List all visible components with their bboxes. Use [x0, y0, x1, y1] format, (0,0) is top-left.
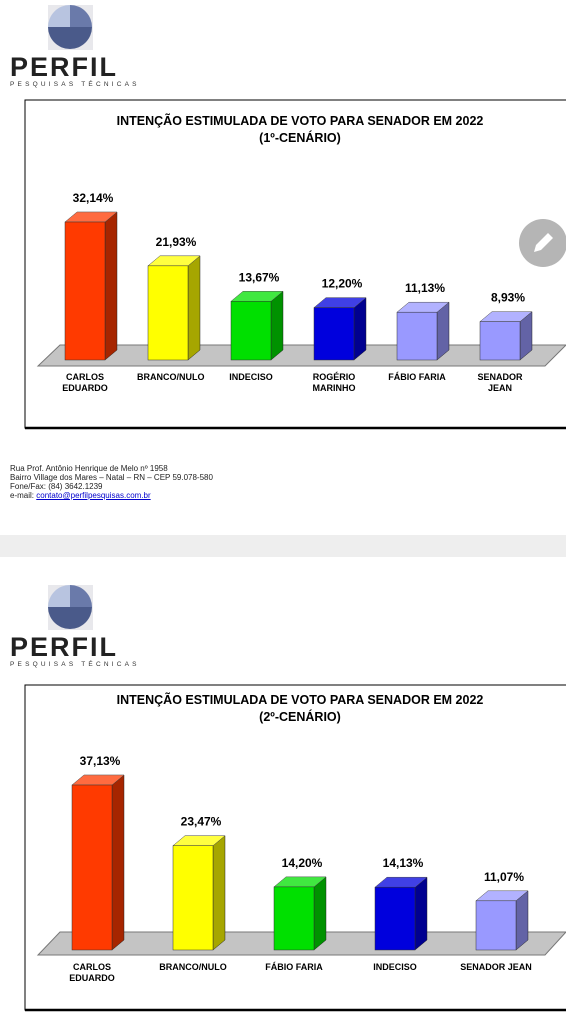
- x-tick-label: CARLOS EDUARDO: [62, 372, 108, 393]
- bar-side-shade: [314, 876, 326, 950]
- email-link[interactable]: contato@perfilpesquisas.com.br: [36, 491, 151, 500]
- bar: [71, 784, 113, 951]
- bar-top-shade: [173, 835, 225, 846]
- chart-title: INTENÇÃO ESTIMULADA DE VOTO PARA SENADOR…: [117, 692, 484, 707]
- x-tick-label: CARLOS EDUARDO: [69, 962, 115, 983]
- bar: [64, 221, 106, 361]
- chart-title: INTENÇÃO ESTIMULADA DE VOTO PARA SENADOR…: [117, 113, 484, 128]
- bar-side-shade: [271, 291, 283, 360]
- bar-top-shade: [65, 212, 117, 222]
- value-label: 21,93%: [156, 235, 197, 249]
- x-tick-label: BRANCO/NULO: [159, 962, 227, 972]
- bar: [374, 886, 416, 951]
- value-label: 14,13%: [383, 856, 424, 870]
- value-label: 23,47%: [181, 815, 222, 829]
- address: Rua Prof. Antônio Henrique de Melo nº 19…: [10, 464, 213, 500]
- x-tick-label: INDECISO: [229, 372, 273, 382]
- bar-side-shade: [415, 877, 427, 950]
- bar-top-shade: [375, 877, 427, 888]
- chart-subtitle: (2º-CENÁRIO): [259, 709, 341, 724]
- bar: [475, 900, 517, 951]
- bar-top-shade: [314, 297, 366, 308]
- bar: [147, 265, 189, 361]
- value-label: 14,20%: [282, 856, 323, 870]
- bar-top-shade: [274, 876, 326, 887]
- bar: [479, 321, 521, 361]
- value-label: 32,14%: [73, 191, 114, 205]
- x-tick-label: SENADOR JEAN: [477, 372, 523, 393]
- logo-tagline: PESQUISAS TÉCNICAS: [10, 659, 140, 668]
- value-label: 12,20%: [322, 277, 363, 291]
- address-line: Rua Prof. Antônio Henrique de Melo nº 19…: [10, 464, 168, 473]
- x-tick-label: BRANCO/NULO: [137, 372, 205, 382]
- edit-button[interactable]: [519, 219, 566, 267]
- x-tick-label: ROGÉRIO MARINHO: [312, 372, 356, 393]
- bar-side-shade: [213, 835, 225, 950]
- value-label: 11,07%: [484, 870, 524, 884]
- bar-side-shade: [437, 302, 449, 360]
- bar-top-shade: [231, 291, 283, 302]
- logo: [48, 5, 93, 50]
- bar-top-shade: [480, 311, 532, 322]
- bar: [313, 307, 355, 361]
- value-label: 11,13%: [405, 281, 445, 295]
- x-tick-label: FÁBIO FARIA: [388, 372, 446, 382]
- x-tick-label: INDECISO: [373, 962, 417, 972]
- x-tick-label: SENADOR JEAN: [460, 962, 532, 972]
- bar-side-shade: [105, 212, 117, 360]
- page-separator: [0, 535, 566, 557]
- bar-side-shade: [516, 890, 528, 950]
- bar-top-shade: [476, 890, 528, 901]
- chart-subtitle: (1º-CENÁRIO): [259, 130, 341, 145]
- value-label: 13,67%: [239, 270, 280, 284]
- x-tick-label: FÁBIO FARIA: [265, 962, 323, 972]
- value-label: 37,13%: [80, 754, 121, 768]
- bar-side-shade: [188, 255, 200, 360]
- bar: [396, 311, 438, 361]
- bar-side-shade: [354, 297, 366, 360]
- logo-tagline: PESQUISAS TÉCNICAS: [10, 79, 140, 88]
- bar-top-shade: [148, 255, 200, 266]
- email-line: e-mail: contato@perfilpesquisas.com.br: [10, 491, 213, 500]
- logo: [48, 585, 93, 630]
- bar-side-shade: [520, 311, 532, 360]
- logo-name: PERFIL: [10, 52, 118, 82]
- address-line: Fone/Fax: (84) 3642.1239: [10, 482, 103, 491]
- address-line: Bairro Village dos Mares – Natal – RN – …: [10, 473, 213, 482]
- bar-side-shade: [112, 775, 124, 950]
- bar-top-shade: [72, 775, 124, 785]
- email-label: e-mail:: [10, 491, 35, 500]
- bar: [273, 886, 315, 951]
- bar-top-shade: [397, 302, 449, 313]
- logo-name: PERFIL: [10, 632, 118, 662]
- value-label: 8,93%: [491, 291, 525, 305]
- bar: [172, 845, 214, 951]
- bar: [230, 301, 272, 361]
